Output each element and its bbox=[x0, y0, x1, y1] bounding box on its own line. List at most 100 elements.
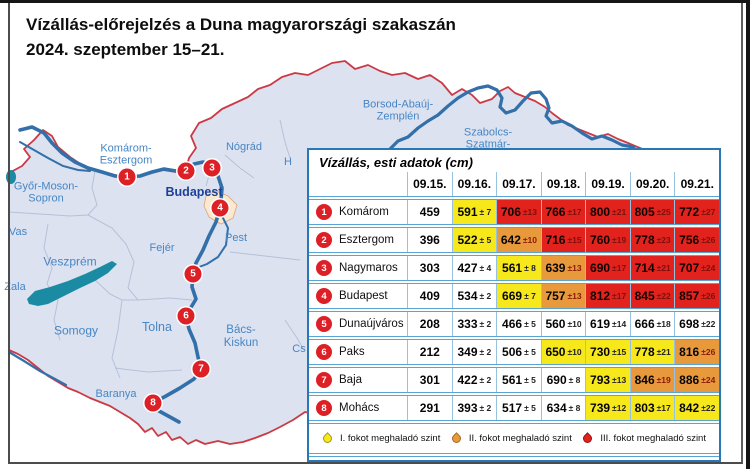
uncertainty-value: ±10 bbox=[522, 235, 538, 245]
uncertainty-value: ±10 bbox=[567, 347, 582, 357]
legend-item-level-2: II. fokot meghaladó szint bbox=[449, 432, 572, 445]
uncertainty-value: ±22 bbox=[656, 291, 671, 301]
table-row-esztergom: 2 Esztergom 396 522 ± 5 642 ±10 716 ±15 760 ±19 778… bbox=[309, 224, 720, 252]
value-cell: 706 ±13 bbox=[496, 200, 541, 224]
value-cell: 846 ±19 bbox=[629, 368, 675, 392]
value-cell: 466 ± 5 bbox=[496, 312, 541, 336]
water-level-value: 778 bbox=[634, 233, 655, 247]
water-level-value: 842 bbox=[679, 401, 700, 415]
value-cell: 506 ± 5 bbox=[496, 340, 541, 364]
water-level-value: 805 bbox=[634, 205, 655, 219]
uncertainty-value: ±15 bbox=[567, 235, 582, 245]
water-level-value: 396 bbox=[419, 233, 440, 247]
right-border-bar bbox=[746, 0, 750, 469]
value-cell: 805 ±25 bbox=[629, 200, 675, 224]
water-level-value: 698 bbox=[679, 317, 700, 331]
station-number-badge: 5 bbox=[316, 316, 332, 332]
uncertainty-value: ±18 bbox=[656, 319, 671, 329]
value-cell: 842 ±22 bbox=[674, 396, 720, 420]
station-name-cell: 1 Komárom bbox=[309, 200, 407, 224]
station-name: Budapest bbox=[339, 290, 388, 302]
value-cell: 716 ±15 bbox=[540, 228, 586, 252]
uncertainty-value: ± 5 bbox=[524, 319, 536, 329]
uncertainty-value: ± 2 bbox=[479, 319, 492, 329]
legend: I. fokot meghaladó szint II. fokot meghal… bbox=[309, 424, 719, 453]
uncertainty-value: ±15 bbox=[612, 347, 627, 357]
value-cell: 766 ±17 bbox=[540, 200, 586, 224]
uncertainty-value: ± 5 bbox=[524, 375, 536, 385]
water-level-value: 730 bbox=[590, 345, 611, 359]
uncertainty-value: ± 8 bbox=[568, 403, 581, 413]
station-name-cell: 6 Paks bbox=[309, 340, 407, 364]
value-cell: 517 ± 5 bbox=[496, 396, 541, 420]
water-level-value: 561 bbox=[502, 373, 523, 387]
water-level-value: 666 bbox=[634, 317, 655, 331]
legend-label: I. fokot meghaladó szint bbox=[340, 433, 441, 444]
uncertainty-value: ±13 bbox=[522, 207, 538, 217]
value-cell: 886 ±24 bbox=[674, 368, 720, 392]
water-level-value: 349 bbox=[457, 345, 478, 359]
value-cell: 522 ± 5 bbox=[451, 228, 497, 252]
station-number-badge: 2 bbox=[316, 232, 332, 248]
station-name-cell: 4 Budapest bbox=[309, 284, 407, 308]
value-cell: 349 ± 2 bbox=[451, 340, 497, 364]
water-level-value: 690 bbox=[546, 373, 567, 387]
uncertainty-value: ±26 bbox=[701, 291, 716, 301]
water-level-value: 522 bbox=[457, 233, 478, 247]
station-number-badge: 1 bbox=[316, 204, 332, 220]
uncertainty-value: ±22 bbox=[701, 319, 716, 329]
value-cell: 303 bbox=[407, 256, 452, 280]
uncertainty-value: ±17 bbox=[567, 207, 582, 217]
station-number-badge: 4 bbox=[316, 288, 332, 304]
water-level-value: 707 bbox=[679, 261, 700, 275]
value-cell: 760 ±19 bbox=[585, 228, 630, 252]
legend-label: III. fokot meghaladó szint bbox=[600, 433, 706, 444]
station-number-badge: 8 bbox=[316, 400, 332, 416]
uncertainty-value: ±14 bbox=[612, 319, 627, 329]
water-level-value: 466 bbox=[502, 317, 523, 331]
station-number-badge: 7 bbox=[316, 372, 332, 388]
uncertainty-value: ± 5 bbox=[479, 235, 492, 245]
water-level-value: 642 bbox=[500, 233, 521, 247]
station-name-cell: 5 Dunaújváros bbox=[309, 312, 407, 336]
table-header-row: 09.15. 09.16. 09.17. 09.18. 09.19. 09.20. 09.2… bbox=[309, 172, 719, 196]
table-row-komárom: 1 Komárom 459 591 ± 7 706 ±13 766 ±17 800 ±21 805 ±2… bbox=[309, 196, 720, 224]
uncertainty-value: ± 4 bbox=[479, 263, 492, 273]
mura-drava-river bbox=[7, 350, 68, 387]
station-name: Nagymaros bbox=[339, 262, 398, 274]
water-level-value: 422 bbox=[457, 373, 478, 387]
water-level-value: 800 bbox=[590, 205, 611, 219]
value-cell: 707 ±24 bbox=[674, 256, 720, 280]
uncertainty-value: ± 5 bbox=[524, 347, 536, 357]
station-name: Komárom bbox=[339, 206, 389, 218]
legend-item-level-3: III. fokot meghaladó szint bbox=[581, 432, 706, 445]
uncertainty-value: ± 2 bbox=[479, 375, 492, 385]
lake-ferto bbox=[6, 170, 16, 184]
water-level-value: 845 bbox=[634, 289, 655, 303]
station-name: Esztergom bbox=[339, 234, 394, 246]
drop-shape bbox=[321, 432, 334, 445]
water-level-value: 756 bbox=[679, 233, 700, 247]
value-cell: 714 ±21 bbox=[629, 256, 675, 280]
header-cell-date-0: 09.15. bbox=[407, 172, 452, 196]
lake-balaton bbox=[27, 261, 117, 306]
uncertainty-value: ±17 bbox=[612, 263, 627, 273]
header-cell-date-4: 09.19. bbox=[585, 172, 630, 196]
station-name: Mohács bbox=[339, 402, 380, 414]
uncertainty-value: ± 2 bbox=[479, 403, 492, 413]
uncertainty-value: ± 2 bbox=[479, 347, 492, 357]
value-cell: 561 ± 8 bbox=[496, 256, 541, 280]
value-cell: 393 ± 2 bbox=[451, 396, 497, 420]
page-title: Vízállás-előrejelzés a Duna magyarország… bbox=[26, 13, 456, 62]
county-borders bbox=[8, 119, 305, 379]
station-number-badge: 3 bbox=[316, 260, 332, 276]
uncertainty-value: ±24 bbox=[701, 263, 716, 273]
water-drop-icon bbox=[449, 432, 463, 445]
separator-line bbox=[309, 453, 719, 457]
value-cell: 591 ± 7 bbox=[451, 200, 497, 224]
value-cell: 730 ±15 bbox=[585, 340, 630, 364]
water-drop-icon bbox=[581, 432, 595, 445]
uncertainty-value: ±26 bbox=[701, 235, 716, 245]
drop-shape bbox=[581, 432, 595, 445]
